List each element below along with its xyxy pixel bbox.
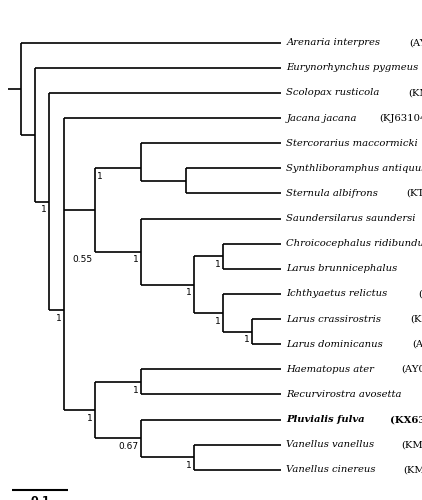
Text: 1: 1 xyxy=(97,172,103,181)
Text: Synthliboramphus antiquus: Synthliboramphus antiquus xyxy=(286,164,422,173)
Text: 1: 1 xyxy=(56,314,61,323)
Text: (AY074886): (AY074886) xyxy=(401,365,422,374)
Text: (KM577158): (KM577158) xyxy=(402,440,422,449)
Text: 1: 1 xyxy=(186,288,192,298)
Text: Jacana jacana: Jacana jacana xyxy=(286,114,360,122)
Text: (KJ631049): (KJ631049) xyxy=(379,114,422,122)
Text: 1: 1 xyxy=(244,336,250,344)
Text: (KM404175): (KM404175) xyxy=(403,466,422,474)
Text: 1: 1 xyxy=(41,206,46,214)
Text: (AY293619): (AY293619) xyxy=(413,340,422,348)
Text: Vanellus cinereus: Vanellus cinereus xyxy=(286,466,379,474)
Text: Recurvirostra avosetta: Recurvirostra avosetta xyxy=(286,390,405,399)
Text: Larus dominicanus: Larus dominicanus xyxy=(286,340,386,348)
Text: 1: 1 xyxy=(87,414,93,423)
Text: 1: 1 xyxy=(215,260,221,269)
Text: (KT350612): (KT350612) xyxy=(406,189,422,198)
Text: 1: 1 xyxy=(133,386,138,394)
Text: (KM434134): (KM434134) xyxy=(408,88,422,98)
Text: 1: 1 xyxy=(133,256,138,264)
Text: Stercorarius maccormicki: Stercorarius maccormicki xyxy=(286,138,421,147)
Text: Ichthyaetus relictus: Ichthyaetus relictus xyxy=(286,290,391,298)
Text: (KC760146): (KC760146) xyxy=(418,290,422,298)
Text: 1: 1 xyxy=(215,316,221,326)
Text: Sternula albifrons: Sternula albifrons xyxy=(286,189,381,198)
Text: Eurynorhynchus pygmeus: Eurynorhynchus pygmeus xyxy=(286,64,422,72)
Text: Vanellus vanellus: Vanellus vanellus xyxy=(286,440,378,449)
Text: Larus crassirostris: Larus crassirostris xyxy=(286,314,384,324)
Text: Larus brunnicephalus: Larus brunnicephalus xyxy=(286,264,400,274)
Text: 0.1: 0.1 xyxy=(30,496,50,500)
Text: (KX639757): (KX639757) xyxy=(390,415,422,424)
Text: Haematopus ater: Haematopus ater xyxy=(286,365,377,374)
Text: Saundersilarus saundersi: Saundersilarus saundersi xyxy=(286,214,419,223)
Text: 0.55: 0.55 xyxy=(73,256,93,264)
Text: Scolopax rusticola: Scolopax rusticola xyxy=(286,88,383,98)
Text: 0.67: 0.67 xyxy=(118,442,138,451)
Text: Arenaria interpres: Arenaria interpres xyxy=(286,38,384,47)
Text: 1: 1 xyxy=(186,461,192,470)
Text: (AY074885): (AY074885) xyxy=(409,38,422,47)
Text: Pluvialis fulva: Pluvialis fulva xyxy=(286,415,368,424)
Text: Chroicocephalus ridibundus: Chroicocephalus ridibundus xyxy=(286,239,422,248)
Text: (KM507782): (KM507782) xyxy=(410,314,422,324)
